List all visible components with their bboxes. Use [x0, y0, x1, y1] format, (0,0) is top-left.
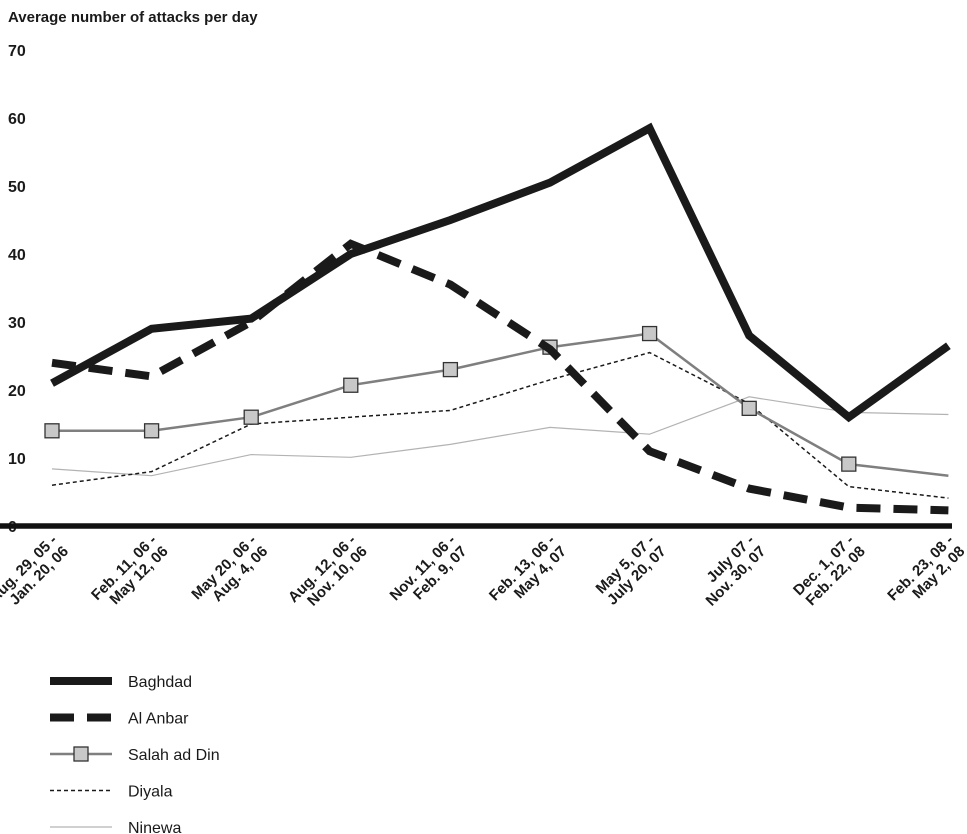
y-tick-label: 20	[8, 383, 26, 400]
legend-item-ninewa: Ninewa	[50, 820, 181, 834]
data-point-marker	[243, 409, 259, 425]
y-axis-ticks: 010203040506070	[8, 43, 26, 536]
legend-label: Baghdad	[128, 674, 192, 691]
legend-item-salah-ad-din: Salah ad Din	[50, 746, 220, 764]
series-line-al-anbar	[51, 239, 949, 515]
legend: Baghdad Al Anbar Salah ad Din Diyala Ninewa	[50, 674, 220, 834]
data-point-marker	[741, 400, 757, 417]
x-tick-label: Nov. 11, 06 -Feb. 9, 07	[387, 532, 471, 605]
legend-marker	[73, 746, 89, 762]
y-tick-label: 10	[8, 451, 26, 468]
x-tick-label: Aug. 29, 05 -Jan. 20, 06	[0, 532, 72, 609]
x-tick-label: Feb. 11, 06 -May 12, 06	[88, 532, 171, 608]
data-point-marker	[442, 361, 459, 378]
data-point-marker	[641, 325, 658, 342]
legend-item-baghdad: Baghdad	[50, 674, 192, 691]
x-tick-label: Feb. 23, 08 -May 2, 08	[884, 532, 967, 605]
data-point-marker	[44, 423, 60, 439]
legend-label: Ninewa	[128, 820, 181, 834]
series-line-baghdad	[50, 122, 951, 423]
series-layer	[44, 122, 951, 515]
data-point-marker	[841, 456, 857, 472]
y-tick-label: 60	[8, 111, 26, 128]
y-tick-label: 50	[8, 179, 26, 196]
legend-label: Salah ad Din	[128, 747, 220, 764]
y-tick-label: 30	[8, 315, 26, 332]
x-axis-ticks: Aug. 29, 05 -Jan. 20, 06 Feb. 11, 06 -May…	[0, 532, 967, 610]
series-line-salah-ad-din	[52, 332, 949, 477]
series-line-ninewa	[51, 396, 949, 477]
data-point-marker	[343, 377, 359, 393]
legend-item-al-anbar: Al Anbar	[50, 711, 189, 728]
y-tick-label: 40	[8, 247, 26, 264]
legend-item-diyala: Diyala	[50, 784, 173, 801]
chart-title: Average number of attacks per day	[8, 9, 258, 26]
x-tick-label: May 20, 06 -Aug. 4, 06	[188, 532, 271, 605]
x-tick-label: Dec. 1, 07 -Feb. 22, 08	[790, 532, 869, 610]
x-tick-label: Aug. 12, 06 -Nov. 10, 06	[285, 532, 371, 610]
series-line-diyala	[51, 351, 949, 499]
legend-label: Al Anbar	[128, 711, 189, 728]
y-tick-label: 70	[8, 43, 26, 60]
x-tick-label: May 5, 07 -July 20, 07	[593, 532, 670, 609]
x-tick-label: July 07 -Nov. 30, 07	[703, 532, 770, 610]
legend-label: Diyala	[128, 784, 173, 801]
data-point-marker	[143, 423, 160, 439]
x-tick-label: Feb. 13, 06 -May 4, 07	[486, 532, 570, 605]
